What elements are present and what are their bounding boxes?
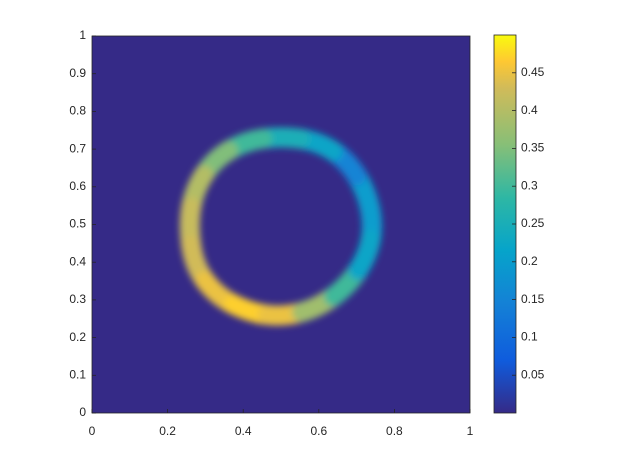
y-tick-label: 0 — [79, 405, 86, 419]
y-tick-label: 0.9 — [69, 66, 86, 80]
y-tick-label: 0.1 — [69, 367, 86, 381]
colorbar-tick-label: 0.05 — [521, 367, 545, 381]
heatmap-background — [92, 36, 470, 413]
y-tick-label: 0.8 — [69, 104, 86, 118]
y-tick-label: 0.3 — [69, 292, 86, 306]
x-tick-label: 0.2 — [159, 424, 176, 438]
ring-cell — [348, 229, 381, 280]
colorbar-tick-label: 0.25 — [521, 216, 545, 230]
y-tick-label: 0.2 — [69, 330, 86, 344]
y-tick-label: 0.7 — [69, 141, 86, 155]
ring — [179, 127, 382, 326]
x-tick-label: 1 — [467, 424, 474, 438]
plot-area — [92, 36, 470, 413]
colorbar-tick-label: 0.2 — [521, 254, 538, 268]
x-tick-label: 0 — [89, 424, 96, 438]
colorbar-tick-label: 0.35 — [521, 141, 545, 155]
y-tick-label: 0.4 — [69, 254, 86, 268]
y-tick-label: 1 — [79, 28, 86, 42]
y-tick-label: 0.5 — [69, 217, 86, 231]
x-tick-label: 0.8 — [386, 424, 403, 438]
colorbar-tick-label: 0.15 — [521, 292, 545, 306]
x-tick-label: 0.4 — [235, 424, 252, 438]
x-tick-label: 0.6 — [310, 424, 327, 438]
y-tick-label: 0.6 — [69, 179, 86, 193]
colorbar-tick-label: 0.4 — [521, 103, 538, 117]
colorbar-tick-label: 0.1 — [521, 330, 538, 344]
colorbar-tick-label: 0.45 — [521, 65, 545, 79]
colorbar-tick-label: 0.3 — [521, 178, 538, 192]
